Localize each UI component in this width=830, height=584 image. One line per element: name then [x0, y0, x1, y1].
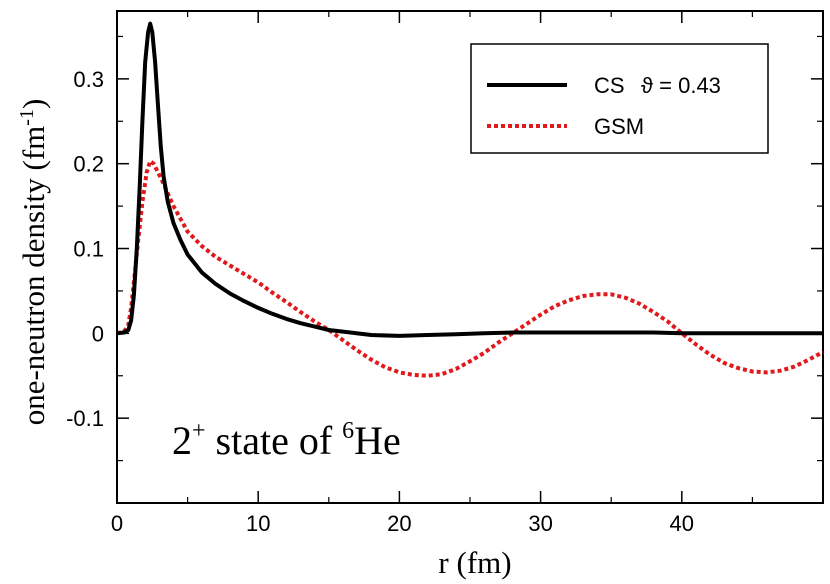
y-axis-title-close: )	[16, 99, 51, 109]
y-axis-title: one-neutron density (fm-1)	[16, 99, 51, 426]
state-annotation: 2+ state of 6He	[172, 418, 401, 463]
annotation-part-4: 6	[342, 418, 354, 444]
legend-box	[470, 43, 769, 154]
y-tick-label: 0	[92, 321, 104, 346]
annotation-part-3: state of	[206, 418, 343, 463]
legend-label-cs: CS	[594, 73, 625, 98]
y-tick-label: -0.1	[66, 406, 104, 431]
annotation-part-5: He	[354, 418, 401, 463]
y-tick-label: 0.1	[73, 237, 104, 262]
x-axis-title: r (fm)	[438, 545, 511, 580]
y-tick-label: 0.2	[73, 152, 104, 177]
legend: CS ϑ = 0.43 GSM	[470, 43, 769, 154]
series-line-cs	[116, 21, 823, 338]
x-tick-label: 30	[528, 511, 552, 536]
series-layer	[116, 21, 824, 378]
annotation-part-2: +	[192, 418, 206, 444]
x-tick-label: 0	[111, 511, 123, 536]
legend-label-gsm: GSM	[594, 114, 644, 139]
legend-label-cs-theta: ϑ = 0.43	[641, 73, 721, 98]
series-line-gsm	[116, 159, 824, 378]
tick-labels: 0 10 20 30 40 -0.1 0 0.1 0.2 0.3	[66, 67, 694, 536]
y-axis-title-main: one-neutron density (fm	[16, 126, 51, 426]
annotation-part-1: 2	[172, 418, 192, 463]
x-tick-label: 40	[670, 511, 694, 536]
y-axis-title-sup: -1	[16, 109, 38, 126]
x-tick-label: 10	[246, 511, 270, 536]
y-tick-label: 0.3	[73, 67, 104, 92]
x-tick-label: 20	[387, 511, 411, 536]
